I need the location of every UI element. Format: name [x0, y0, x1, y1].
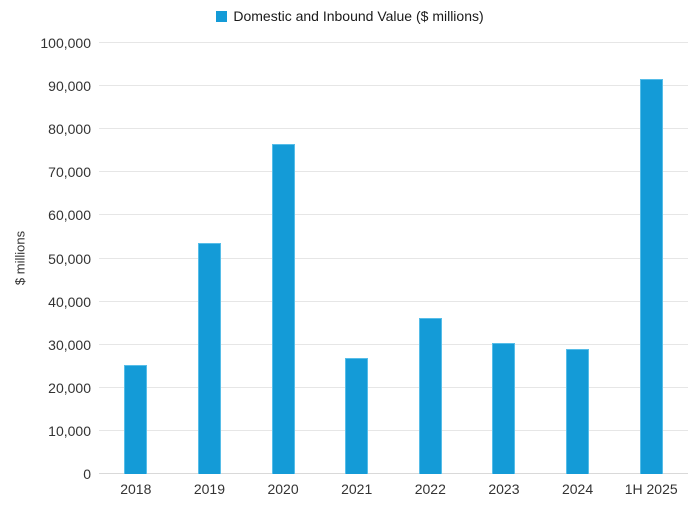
y-tick-label: 10,000 [48, 422, 91, 439]
x-tick-label-2018: 2018 [120, 481, 152, 497]
y-tick-label: 20,000 [48, 379, 91, 396]
gridline [99, 42, 688, 43]
y-tick-label: 0 [83, 466, 91, 482]
x-axis-line [99, 473, 688, 474]
x-tick-label-2022: 2022 [414, 481, 446, 497]
bar-slot [614, 43, 688, 474]
bar-2018 [124, 364, 148, 474]
gridline [99, 429, 688, 431]
y-tick-label: 60,000 [48, 207, 91, 224]
x-tick-label-2019: 2019 [193, 481, 226, 497]
y-tick-label: 90,000 [48, 78, 91, 95]
legend-label: Domestic and Inbound Value ($ millions) [233, 8, 484, 24]
y-tick-label: 70,000 [48, 164, 91, 181]
gridline [99, 85, 688, 87]
gridline [99, 343, 688, 345]
y-tick-label: 80,000 [48, 121, 91, 138]
chart-legend: Domestic and Inbound Value ($ millions) [0, 8, 700, 24]
bar-1h-2025 [639, 79, 663, 474]
gridline [99, 171, 688, 173]
legend-marker-swatch [216, 10, 228, 22]
gridline [99, 128, 688, 130]
bar-2020 [271, 144, 295, 474]
gridline [99, 386, 688, 388]
bar-slot [541, 43, 615, 474]
x-tick-label-2024: 2024 [561, 481, 594, 497]
x-axis-tick-labels: 2018 2019 2020 2021 2022 2023 2024 1H 2025 [99, 481, 688, 497]
plot-area [99, 42, 688, 474]
y-tick-label: 30,000 [48, 336, 91, 353]
gridline [99, 300, 688, 302]
gridline [99, 257, 688, 259]
x-tick-label-2023: 2023 [488, 481, 520, 497]
x-tick-label-1h-2025: 1H 2025 [624, 481, 678, 497]
bar-slot [467, 43, 541, 474]
bar-2022 [418, 317, 442, 474]
bar-slot [320, 43, 394, 474]
y-tick-label: 100,000 [40, 35, 91, 51]
y-tick-label: 50,000 [48, 250, 91, 267]
bar-series [99, 43, 688, 474]
bar-2023 [492, 342, 516, 474]
y-tick-label: 40,000 [48, 293, 91, 310]
x-tick-label-2021: 2021 [341, 481, 373, 497]
bar-slot [394, 43, 468, 474]
gridline [99, 214, 688, 216]
bar-2019 [197, 243, 221, 474]
bar-slot [246, 43, 320, 474]
bar-slot [173, 43, 247, 474]
x-tick-label-2020: 2020 [267, 481, 299, 497]
bar-2021 [345, 357, 369, 474]
bar-2024 [566, 349, 590, 474]
y-axis-tick-labels: 0 10,000 20,000 30,000 40,000 50,000 60,000 70,… [0, 36, 91, 481]
bar-slot [99, 43, 173, 474]
